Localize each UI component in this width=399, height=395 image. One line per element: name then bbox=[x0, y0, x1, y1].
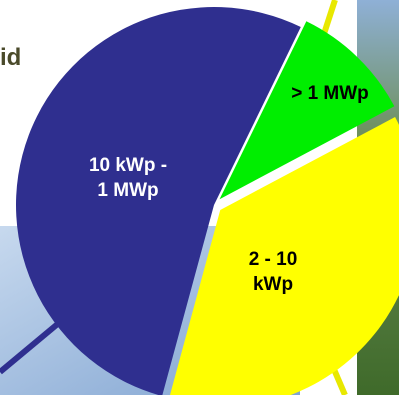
pie-slice-2 bbox=[16, 7, 301, 395]
slice-label-line: 2 - 10 bbox=[248, 249, 298, 270]
blue-beam bbox=[0, 319, 62, 375]
slice-label-over-1mwp: > 1 MWp bbox=[270, 82, 390, 107]
pie-slice-0 bbox=[219, 21, 395, 200]
slice-label-2-10kwp: 2 - 10 kWp bbox=[218, 248, 328, 297]
slice-label-line: 1 MWp bbox=[97, 179, 159, 201]
pie-slice-1 bbox=[169, 117, 399, 395]
title-fragment: id bbox=[0, 44, 22, 71]
slice-label-10kwp-1mwp: 10 kWp - 1 MWp bbox=[58, 154, 198, 203]
slice-label-line: 10 kWp - bbox=[88, 155, 168, 176]
slice-label-line: kWp bbox=[252, 273, 294, 295]
slice-label-line: > 1 MWp bbox=[291, 83, 369, 104]
